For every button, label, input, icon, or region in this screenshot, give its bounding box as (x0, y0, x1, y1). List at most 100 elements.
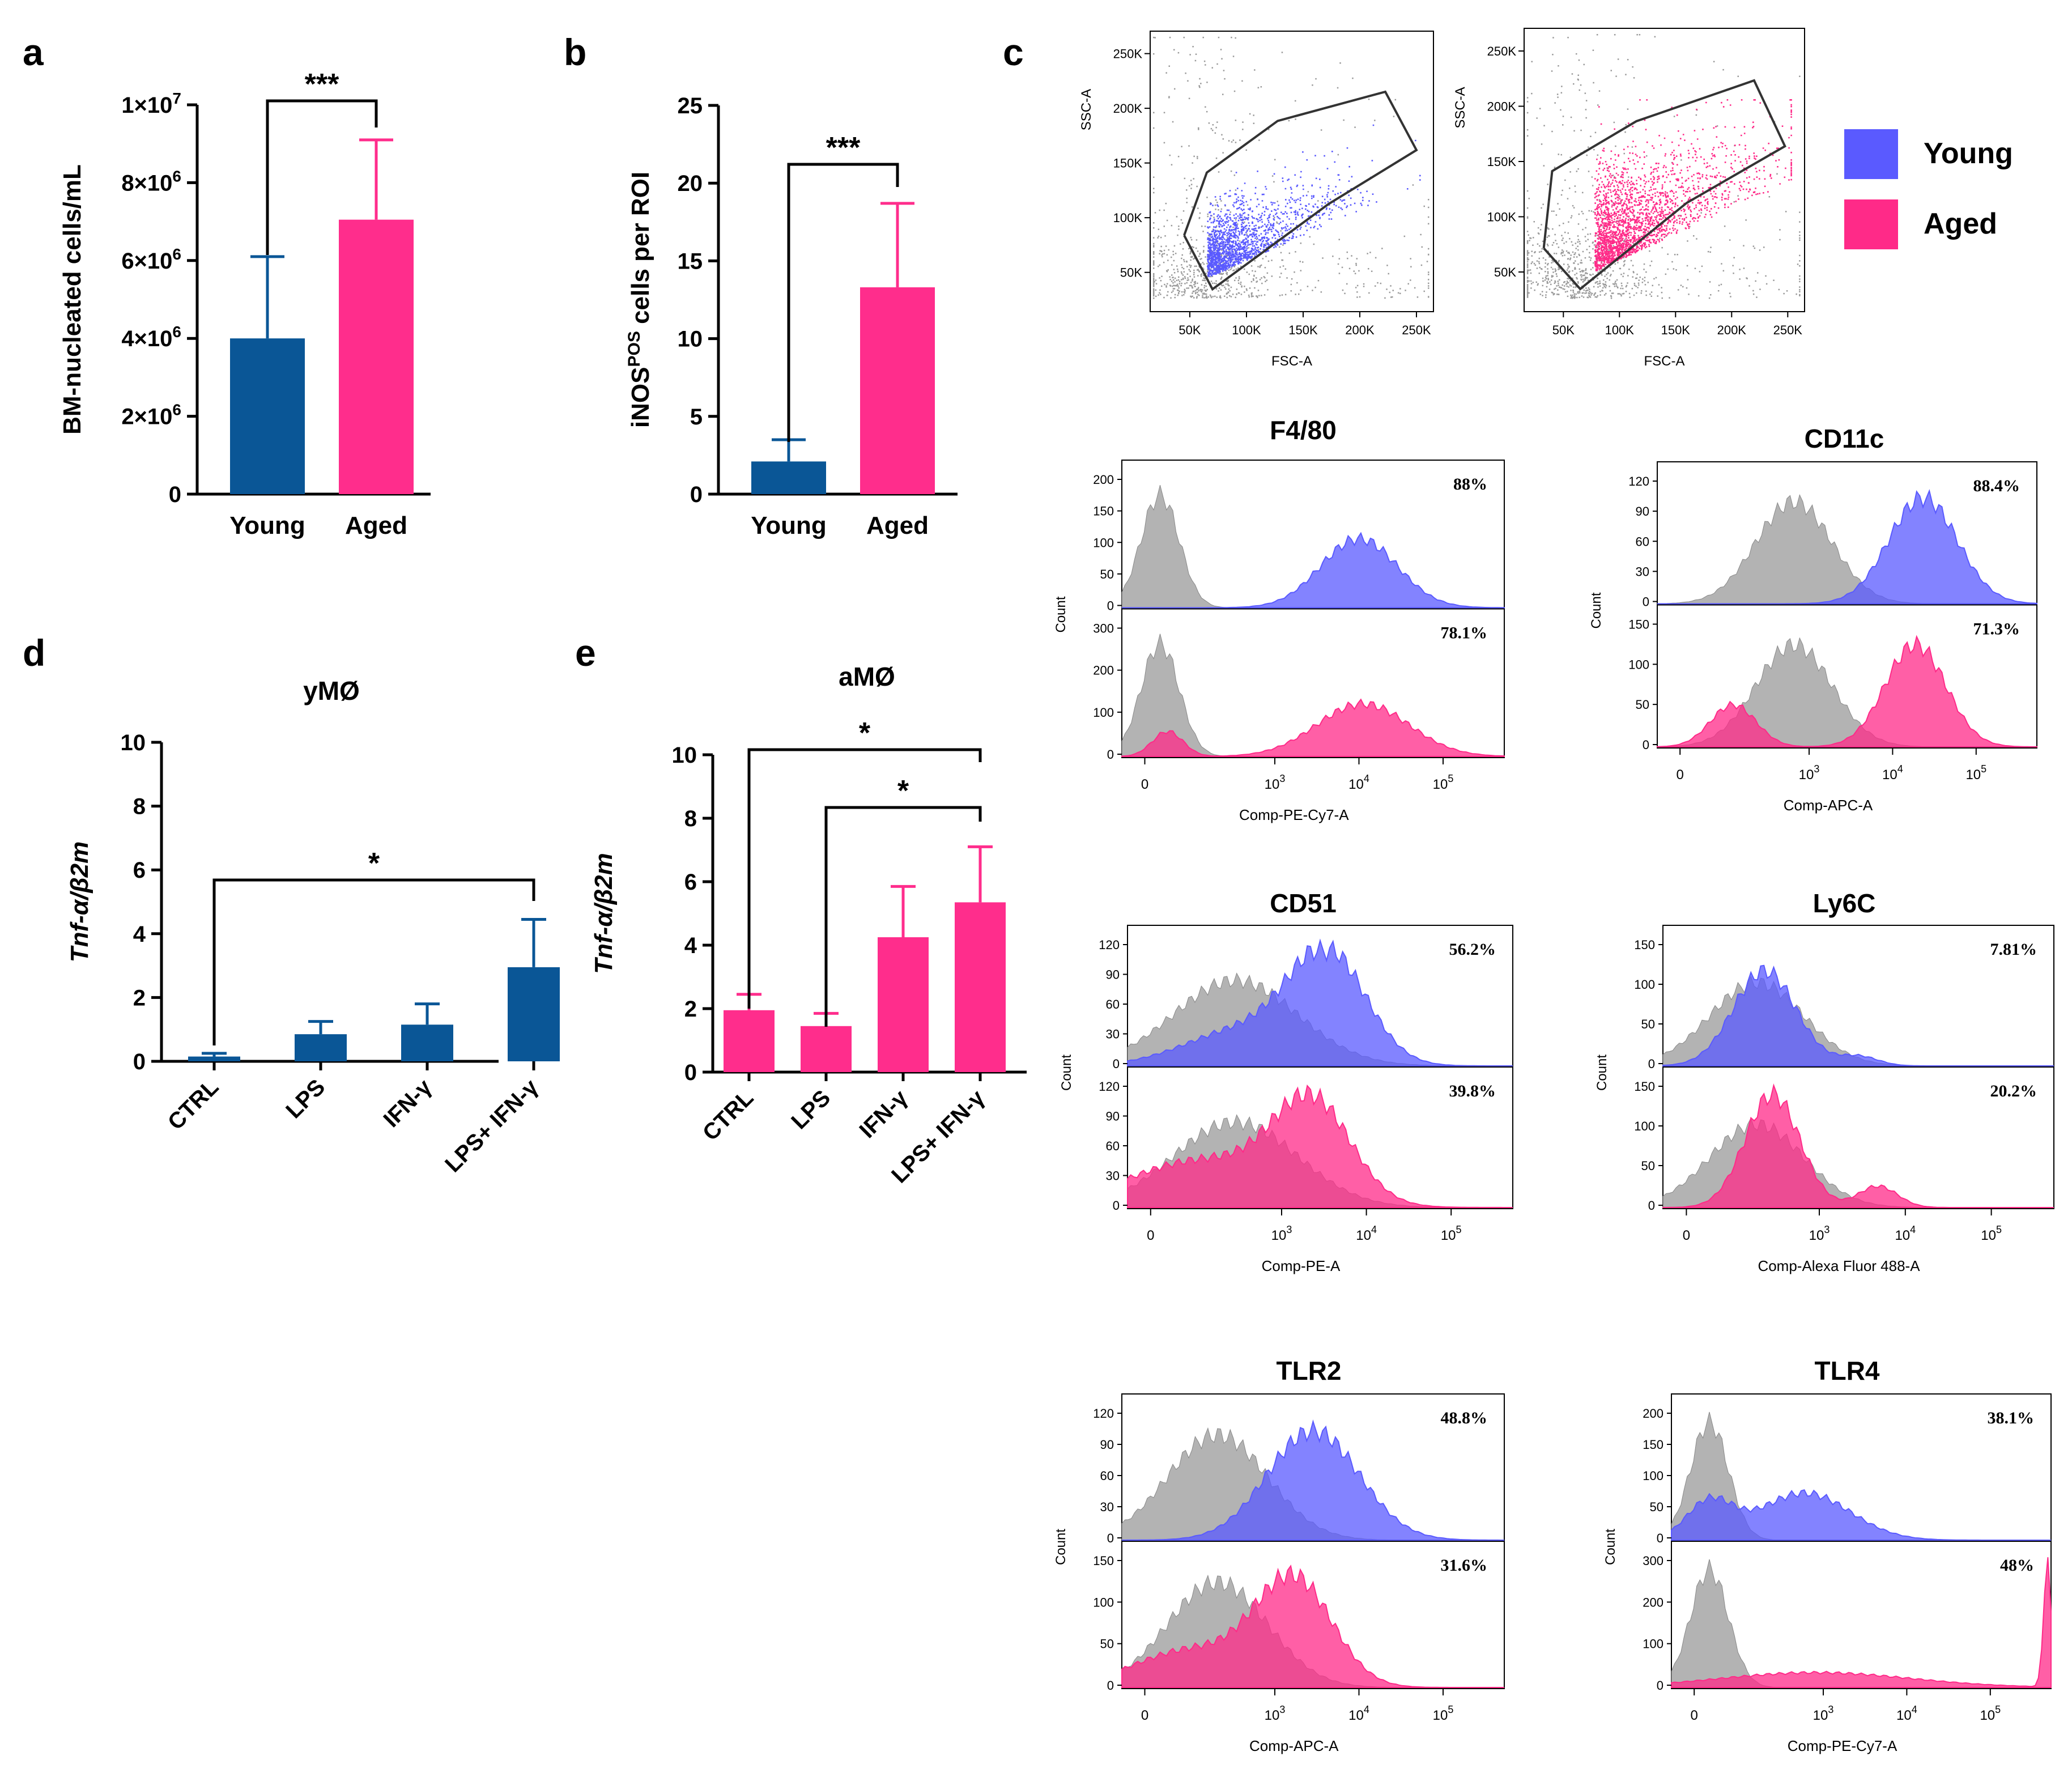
y-tick-label: 150 (1093, 1554, 1114, 1568)
y-tick-label: 100 (1643, 1637, 1663, 1651)
x-tick-label: LPS+ IFN-γ (440, 1074, 543, 1177)
y-tick-label: 150 (1634, 938, 1655, 952)
legend-swatch-aged (1844, 199, 1898, 249)
y-tick-label: 4 (684, 933, 697, 958)
histogram-aged (1657, 635, 2037, 747)
histogram-aged (1662, 1083, 2054, 1208)
panel-letter-b: b (564, 31, 586, 73)
histogram-cd11c: CD11c 88.4% 0 30 60 90 120 71.3% 0 50 100 150 Count 0… (1589, 424, 2037, 814)
y-tick-label: 250K (1113, 47, 1143, 61)
x-axis-label: Comp-APC-A (1784, 797, 1873, 814)
y-tick-label: 100K (1487, 210, 1517, 224)
y-tick-label: 100 (1634, 977, 1655, 992)
significance-bracket (824, 806, 982, 1027)
y-tick-label: 90 (1636, 504, 1649, 518)
significance-bracket (212, 878, 535, 1045)
panel-letter-d: d (23, 632, 45, 674)
x-tick-label: 104 (1356, 1224, 1377, 1243)
y-tick-label: 100 (1628, 657, 1649, 671)
bar (401, 1024, 453, 1061)
histogram-young (1127, 938, 1513, 1066)
y-tick-label: 0 (1107, 599, 1114, 613)
histogram-title: F4/80 (1270, 415, 1337, 445)
bar (724, 1010, 775, 1072)
x-tick-label: 0 (1141, 777, 1148, 792)
x-tick-label: 103 (1813, 1704, 1834, 1723)
histogram-title: Ly6C (1813, 888, 1876, 918)
y-tick-label: 6 (684, 870, 697, 895)
y-tick-label: 0 (1113, 1057, 1120, 1071)
y-tick-label: 50 (1650, 1500, 1663, 1514)
x-tick-label: 200K (1345, 323, 1375, 337)
x-tick-label: 0 (1683, 1228, 1690, 1243)
x-tick-label: IFN-γ (855, 1085, 913, 1143)
y-tick-label: 60 (1100, 1469, 1114, 1483)
x-tick-label: 103 (1265, 1704, 1286, 1723)
y-tick-label: 30 (1106, 1027, 1120, 1041)
plot-frame (1150, 31, 1434, 312)
gate (1542, 79, 1786, 291)
x-tick-label: 105 (1433, 1704, 1454, 1723)
x-tick-label: 105 (1980, 1704, 2001, 1723)
y-tick-label: 120 (1093, 1406, 1114, 1421)
y-tick-label: 150 (1093, 504, 1114, 518)
bar (508, 967, 560, 1061)
y-tick-label: 0 (690, 482, 703, 507)
x-axis-label: FSC-A (1644, 354, 1685, 369)
y-tick-label: 150K (1113, 156, 1143, 171)
y-axis-label: Count (1603, 1529, 1618, 1565)
y-tick-label: 0 (1113, 1198, 1120, 1213)
bar (955, 902, 1006, 1072)
x-tick-label: 104 (1348, 1704, 1369, 1723)
x-tick-label: 250K (1402, 323, 1431, 337)
y-tick-label: 60 (1636, 534, 1649, 549)
panel-c-histograms: F4/8088%05010015020078.1%0100200300Count… (1053, 415, 2054, 1754)
panel-letter-e: e (575, 632, 596, 674)
y-tick-label: 200 (1643, 1595, 1663, 1609)
x-tick-label: 200K (1717, 323, 1747, 337)
y-tick-label: 0 (1648, 1198, 1655, 1213)
y-tick-label: 15 (678, 249, 703, 274)
y-tick-label: 20 (678, 171, 703, 196)
bar (339, 219, 414, 494)
histogram-aged (1671, 1557, 2052, 1688)
x-tick-label: LPS (281, 1074, 330, 1123)
y-tick-label: 6×106 (121, 245, 181, 274)
y-tick-label: 120 (1099, 1079, 1120, 1094)
y-tick-label: 0 (1643, 738, 1649, 752)
y-tick-label: 50 (1636, 698, 1649, 712)
significance-bracket (787, 163, 899, 442)
histogram-ly6c: Ly6C 7.81% 0 50 100 150 20.2% 0 50 100 150 Count 0 10… (1594, 888, 2054, 1274)
y-tick-label: 0 (169, 482, 181, 507)
percent-young: 38.1% (1988, 1409, 2035, 1427)
x-tick-label: 0 (1691, 1708, 1698, 1723)
y-axis-label: SSC-A (1453, 87, 1468, 128)
x-tick-label: 104 (1348, 773, 1369, 792)
y-tick-label: 4 (133, 922, 146, 947)
y-axis-label: Count (1594, 1055, 1610, 1091)
histogram-young (1671, 1489, 2051, 1541)
x-tick-label: 103 (1265, 773, 1286, 792)
percent-young: 56.2% (1449, 940, 1496, 959)
histogram-tlr2: TLR2 48.8% 0 30 60 90 120 31.6% 0 50 100 150 Count 0 1… (1053, 1356, 1505, 1754)
gated-events (1594, 99, 1792, 271)
histogram-f480: F4/80 88% 0 50 100 150 200 78.1% 0 100 200 300 Count… (1053, 415, 1505, 823)
x-tick-label: 105 (1433, 773, 1454, 792)
y-tick-label: 150K (1487, 155, 1517, 169)
y-tick-label: 200K (1113, 101, 1143, 116)
panel-d-bar-chart: 0 2 4 6 8 10 Tnf-α/β2m yMØ CTRL LPS IFN-γ LPS+ IFN-… (66, 676, 560, 1177)
significance-label: * (859, 717, 871, 750)
y-tick-label: 90 (1106, 968, 1120, 982)
y-tick-label: 100K (1113, 211, 1143, 225)
x-tick-label: 150K (1288, 323, 1318, 337)
y-axis-label: iNOSPOS cells per ROI (625, 172, 654, 428)
y-tick-label: 0 (1657, 1531, 1663, 1545)
y-tick-label: 8×106 (121, 167, 181, 195)
y-tick-label: 200 (1093, 664, 1114, 678)
significance-label: *** (826, 131, 861, 164)
y-tick-label: 100 (1643, 1469, 1663, 1483)
x-axis-label: Comp-PE-A (1262, 1257, 1341, 1274)
x-tick-label: Aged (345, 512, 407, 539)
y-axis-label: Count (1053, 1529, 1069, 1565)
x-tick-label: CTRL (698, 1085, 759, 1146)
